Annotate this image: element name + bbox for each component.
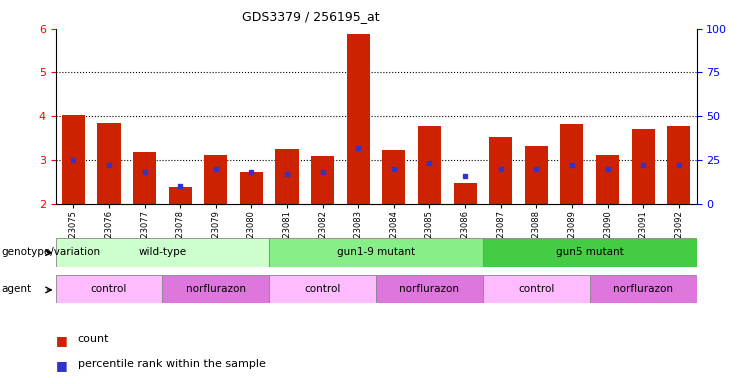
Text: control: control xyxy=(305,284,341,294)
Bar xyxy=(418,126,441,204)
Bar xyxy=(483,238,697,267)
Bar xyxy=(483,275,590,303)
Bar xyxy=(376,275,483,303)
Bar xyxy=(525,146,548,204)
Bar xyxy=(240,172,263,204)
Text: percentile rank within the sample: percentile rank within the sample xyxy=(78,359,266,369)
Bar xyxy=(205,155,227,204)
Bar xyxy=(269,275,376,303)
Bar xyxy=(276,149,299,204)
Bar xyxy=(590,275,697,303)
Bar xyxy=(311,156,334,204)
Bar xyxy=(62,115,85,204)
Bar xyxy=(162,275,269,303)
Text: gun1-9 mutant: gun1-9 mutant xyxy=(337,247,415,258)
Text: norflurazon: norflurazon xyxy=(186,284,246,294)
Text: gun5 mutant: gun5 mutant xyxy=(556,247,624,258)
Text: control: control xyxy=(91,284,127,294)
Bar xyxy=(56,275,162,303)
Text: control: control xyxy=(518,284,554,294)
Bar xyxy=(560,124,583,204)
Text: agent: agent xyxy=(1,284,32,294)
Bar xyxy=(382,150,405,204)
Text: count: count xyxy=(78,334,110,344)
Bar xyxy=(596,156,619,204)
Bar xyxy=(56,238,269,267)
Bar xyxy=(269,238,483,267)
Bar xyxy=(97,123,121,204)
Bar xyxy=(169,187,192,204)
Text: norflurazon: norflurazon xyxy=(399,284,459,294)
Bar xyxy=(631,129,655,204)
Text: norflurazon: norflurazon xyxy=(613,284,673,294)
Bar xyxy=(489,137,512,204)
Bar xyxy=(347,34,370,204)
Text: ■: ■ xyxy=(56,359,67,372)
Bar xyxy=(453,182,476,204)
Bar xyxy=(133,152,156,204)
Text: ■: ■ xyxy=(56,334,67,347)
Bar xyxy=(667,126,691,204)
Text: genotype/variation: genotype/variation xyxy=(1,247,101,257)
Text: wild-type: wild-type xyxy=(139,247,187,258)
Text: GDS3379 / 256195_at: GDS3379 / 256195_at xyxy=(242,10,380,23)
